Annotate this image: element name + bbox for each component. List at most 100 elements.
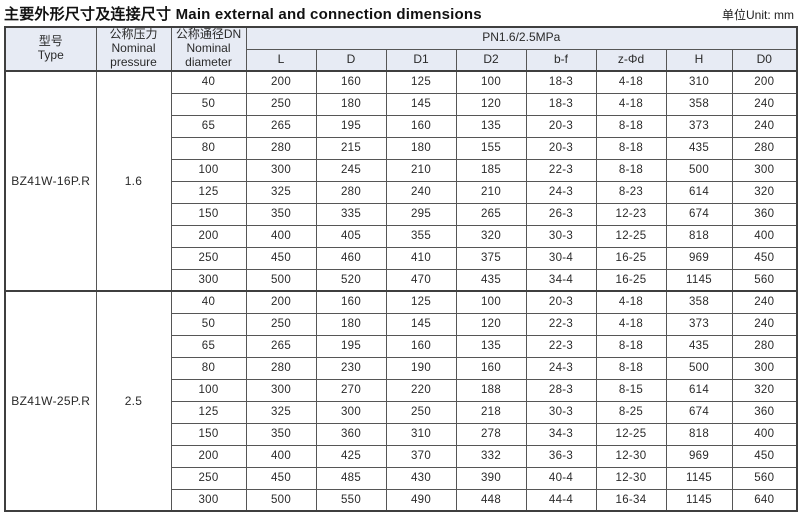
dimension-cell: 350 bbox=[245, 202, 317, 226]
dimension-cell: 200 bbox=[245, 290, 317, 314]
dimension-cell: 30-3 bbox=[525, 400, 597, 424]
dimension-cell: 370 bbox=[385, 444, 457, 468]
dimension-cell: 265 bbox=[245, 334, 317, 358]
dimension-cell: 188 bbox=[455, 378, 527, 402]
dimension-cell: 160 bbox=[315, 290, 387, 314]
dimension-cell: 210 bbox=[455, 180, 527, 204]
dimension-cell: 12-30 bbox=[595, 444, 667, 468]
dimension-cell: 1145 bbox=[665, 268, 733, 292]
dimension-cell: 8-18 bbox=[595, 334, 667, 358]
dimension-cell: 450 bbox=[731, 246, 798, 270]
dimension-cell: 818 bbox=[665, 224, 733, 248]
dimension-cell: 44-4 bbox=[525, 488, 597, 512]
dimension-cell: 280 bbox=[245, 136, 317, 160]
dimension-cell: 400 bbox=[731, 422, 798, 446]
col-header-D: D bbox=[315, 48, 387, 72]
dimension-cell: 24-3 bbox=[525, 356, 597, 380]
dn-cell: 200 bbox=[170, 444, 247, 468]
col-header-D0: D0 bbox=[731, 48, 798, 72]
col-header-D1: D1 bbox=[385, 48, 457, 72]
dimension-cell: 674 bbox=[665, 400, 733, 424]
dn-cell: 300 bbox=[170, 268, 247, 292]
dimension-cell: 250 bbox=[385, 400, 457, 424]
dimension-cell: 8-18 bbox=[595, 114, 667, 138]
dimension-cell: 240 bbox=[731, 114, 798, 138]
dimension-cell: 550 bbox=[315, 488, 387, 512]
dimension-cell: 36-3 bbox=[525, 444, 597, 468]
dimension-cell: 1145 bbox=[665, 488, 733, 512]
dimension-cell: 250 bbox=[245, 312, 317, 336]
dn-cell: 300 bbox=[170, 488, 247, 512]
dimension-cell: 12-30 bbox=[595, 466, 667, 490]
dimension-cell: 135 bbox=[455, 114, 527, 138]
unit-label: 单位Unit: mm bbox=[721, 8, 794, 22]
dimension-cell: 280 bbox=[315, 180, 387, 204]
type-cell: BZ41W-25P.R bbox=[4, 290, 97, 512]
dimension-cell: 360 bbox=[731, 202, 798, 226]
dn-cell: 80 bbox=[170, 356, 247, 380]
dimension-cell: 20-3 bbox=[525, 114, 597, 138]
pressure-cell: 1.6 bbox=[95, 70, 172, 292]
dimension-cell: 4-18 bbox=[595, 290, 667, 314]
col-header-L: L bbox=[245, 48, 317, 72]
type-cell: BZ41W-16P.R bbox=[4, 70, 97, 292]
dimension-cell: 240 bbox=[731, 312, 798, 336]
dimension-cell: 280 bbox=[245, 356, 317, 380]
dimension-cell: 450 bbox=[245, 246, 317, 270]
col-header-H: H bbox=[665, 48, 733, 72]
dimension-cell: 200 bbox=[245, 70, 317, 94]
dimension-cell: 26-3 bbox=[525, 202, 597, 226]
dimension-cell: 125 bbox=[385, 70, 457, 94]
dimension-cell: 278 bbox=[455, 422, 527, 446]
table-row: 200 400 405 355 320 30-3 12-25 818 400 bbox=[5, 224, 798, 248]
dimension-cell: 160 bbox=[385, 114, 457, 138]
dn-cell: 50 bbox=[170, 92, 247, 116]
dimension-cell: 4-18 bbox=[595, 312, 667, 336]
dimension-cell: 490 bbox=[385, 488, 457, 512]
dimension-cell: 325 bbox=[245, 400, 317, 424]
col-header-type: 型号 Type bbox=[4, 26, 97, 72]
dimension-cell: 160 bbox=[385, 334, 457, 358]
dimension-cell: 280 bbox=[731, 136, 798, 160]
col-header-diameter-zh: 公称通径DN bbox=[175, 27, 242, 42]
dn-cell: 100 bbox=[170, 158, 247, 182]
dimension-cell: 160 bbox=[455, 356, 527, 380]
dimension-cell: 360 bbox=[315, 422, 387, 446]
dimension-cell: 435 bbox=[665, 136, 733, 160]
col-header-type-zh: 型号 bbox=[38, 34, 63, 49]
dimension-cell: 180 bbox=[315, 92, 387, 116]
dimension-cell: 500 bbox=[665, 356, 733, 380]
dimension-cell: 185 bbox=[455, 158, 527, 182]
dimension-cell: 18-3 bbox=[525, 70, 597, 94]
dimension-cell: 969 bbox=[665, 246, 733, 270]
table-row: BZ41W-16P.R 1.6 40 200 160 125 100 18-3 4-18 310 2… bbox=[4, 70, 798, 292]
dimension-cell: 320 bbox=[731, 180, 798, 204]
dimension-cell: 195 bbox=[315, 114, 387, 138]
table-row: 100 300 270 220 188 28-3 8-15 614 320 bbox=[5, 378, 798, 402]
dimension-cell: 125 bbox=[385, 290, 457, 314]
dimension-cell: 16-25 bbox=[595, 246, 667, 270]
dimension-cell: 430 bbox=[385, 466, 457, 490]
table-body: BZ41W-16P.R 1.6 40 200 160 125 100 18-3 4-18 310 2… bbox=[4, 70, 798, 512]
dimension-cell: 240 bbox=[731, 92, 798, 116]
dimension-cell: 614 bbox=[665, 378, 733, 402]
dimension-cell: 400 bbox=[245, 224, 317, 248]
dimension-cell: 270 bbox=[315, 378, 387, 402]
dimension-cell: 195 bbox=[315, 334, 387, 358]
dimension-cell: 240 bbox=[731, 290, 798, 314]
table-row: BZ41W-25P.R 2.5 40 200 160 125 100 20-3 4-18 358 2… bbox=[4, 290, 798, 512]
dimension-cell: 325 bbox=[245, 180, 317, 204]
col-header-pressure-en1: Nominal bbox=[111, 41, 156, 56]
dimension-cell: 460 bbox=[315, 246, 387, 270]
table-row: 200 400 425 370 332 36-3 12-30 969 450 bbox=[5, 444, 798, 468]
table-row: 80 280 215 180 155 20-3 8-18 435 280 bbox=[5, 136, 798, 160]
dimension-cell: 22-3 bbox=[525, 158, 597, 182]
table-row: 80 280 230 190 160 24-3 8-18 500 300 bbox=[5, 356, 798, 380]
dimension-cell: 30-3 bbox=[525, 224, 597, 248]
table-row: 65 265 195 160 135 22-3 8-18 435 280 bbox=[5, 334, 798, 358]
dn-cell: 65 bbox=[170, 114, 247, 138]
dimension-cell: 245 bbox=[315, 158, 387, 182]
dimension-cell: 500 bbox=[245, 488, 317, 512]
dimension-cell: 200 bbox=[731, 70, 798, 94]
dimension-cell: 295 bbox=[385, 202, 457, 226]
